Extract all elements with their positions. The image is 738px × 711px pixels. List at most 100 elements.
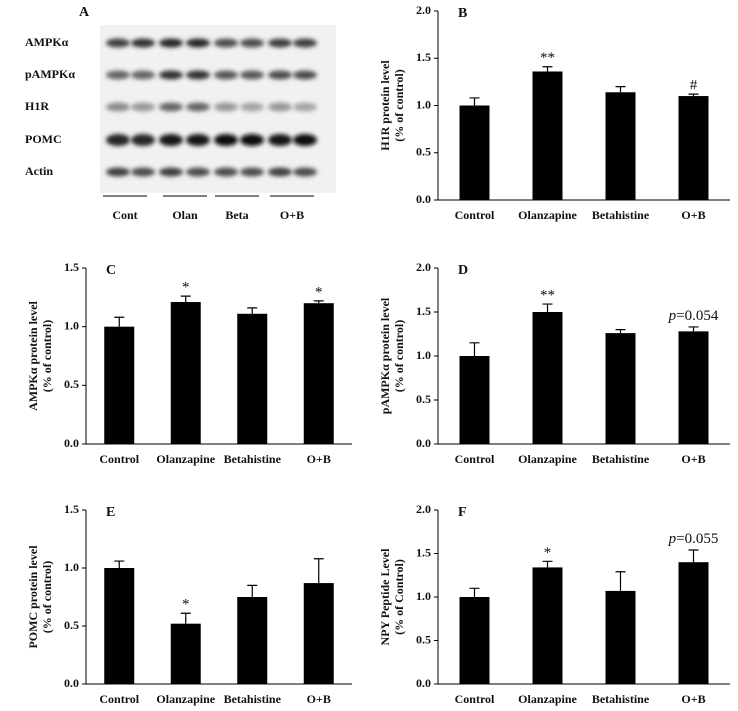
blot-band: [159, 102, 183, 112]
error-bar: [542, 66, 553, 72]
x-tick-label: Control: [455, 452, 495, 466]
blot-band: [159, 70, 183, 80]
bar: [605, 590, 636, 684]
error-bar: [313, 300, 324, 304]
bar: [678, 331, 709, 444]
x-tick-label: Betahistine: [224, 452, 282, 466]
y-axis-label: POMC protein level: [26, 545, 40, 649]
bar: [459, 356, 490, 444]
blot-band: [106, 38, 130, 48]
error-bar: [688, 549, 699, 563]
significance-label: #: [690, 78, 698, 94]
y-tick-label: 1.5: [416, 50, 431, 64]
blot-row-label: AMPKα: [25, 35, 69, 49]
bar: [532, 71, 563, 200]
blot-row-label: pAMPKα: [25, 67, 75, 81]
error-bar: [180, 612, 191, 624]
error-bar: [114, 560, 125, 568]
significance-label: *: [182, 280, 190, 296]
y-tick-label: 2.0: [416, 502, 431, 516]
blot-band: [131, 167, 155, 177]
y-axis-label: (% of control): [392, 320, 406, 392]
bar: [170, 623, 201, 684]
blot-band: [186, 134, 210, 146]
group-label: Cont: [112, 208, 137, 222]
blot-band: [293, 102, 317, 112]
y-tick-label: 1.0: [416, 589, 431, 603]
x-tick-label: Control: [455, 692, 495, 706]
x-tick-label: O+B: [681, 692, 705, 706]
bar: [170, 302, 201, 444]
bar: [237, 597, 268, 684]
y-tick-label: 0.5: [416, 392, 431, 406]
y-axis-label: AMPKα protein level: [26, 300, 40, 410]
x-tick-label: Betahistine: [592, 208, 650, 222]
blot-band: [131, 134, 155, 146]
p-value-label: p=0.054: [668, 308, 719, 324]
bar: [678, 562, 709, 684]
blot-row-label: POMC: [25, 132, 62, 146]
x-tick-label: Olanzapine: [518, 208, 577, 222]
y-tick-label: 1.5: [64, 260, 79, 274]
blot-band: [293, 167, 317, 177]
bar: [605, 333, 636, 444]
blot-band: [159, 134, 183, 146]
x-tick-label: O+B: [681, 208, 705, 222]
error-bar: [114, 316, 125, 327]
bar: [532, 312, 563, 444]
blot-band: [214, 70, 238, 80]
bar: [237, 313, 268, 444]
blot-band: [293, 134, 317, 146]
blot-band: [106, 134, 130, 146]
blot-band: [293, 38, 317, 48]
y-tick-label: 0.5: [416, 145, 431, 159]
blot-band: [186, 38, 210, 48]
significance-label: *: [315, 284, 323, 300]
blot-band: [268, 38, 292, 48]
group-label: Olan: [172, 208, 198, 222]
error-bar: [615, 86, 626, 93]
blot-band: [214, 134, 238, 146]
x-tick-label: O+B: [307, 452, 331, 466]
error-bar: [313, 558, 324, 584]
blot-band: [268, 70, 292, 80]
y-tick-label: 0.0: [64, 436, 79, 450]
blot-band: [214, 167, 238, 177]
blot-band: [293, 70, 317, 80]
y-tick-label: 2.0: [416, 260, 431, 274]
bar: [104, 568, 135, 684]
error-bar: [688, 326, 699, 332]
error-bar: [247, 584, 258, 597]
y-tick-label: 1.0: [416, 97, 431, 111]
y-tick-label: 1.0: [64, 560, 79, 574]
p-value: =0.054: [676, 308, 719, 324]
error-bar: [688, 93, 699, 97]
x-tick-label: Olanzapine: [156, 692, 215, 706]
error-bar: [469, 587, 480, 597]
blot-band: [268, 102, 292, 112]
x-tick-label: O+B: [681, 452, 705, 466]
error-bar: [615, 571, 626, 591]
y-tick-label: 0.5: [64, 377, 79, 391]
significance-label: **: [540, 50, 555, 66]
y-tick-label: 2.0: [416, 3, 431, 17]
blot-band: [240, 134, 264, 146]
blot-band: [106, 70, 130, 80]
x-tick-label: Control: [99, 452, 139, 466]
p-symbol: p: [668, 531, 677, 547]
panel-label: C: [106, 263, 116, 278]
blot-row-label: H1R: [25, 99, 49, 113]
blot-band: [159, 167, 183, 177]
blot-band: [240, 167, 264, 177]
y-axis-label: pAMPKα protein level: [378, 297, 392, 414]
blot-band: [240, 70, 264, 80]
panel-label: D: [458, 263, 468, 278]
significance-label: **: [540, 288, 555, 304]
group-label: Beta: [225, 208, 248, 222]
blot-band: [186, 167, 210, 177]
y-axis-label: (% of control): [40, 320, 54, 392]
bar: [303, 303, 334, 444]
blot-band: [214, 38, 238, 48]
x-tick-label: Betahistine: [592, 692, 650, 706]
y-tick-label: 0.5: [416, 632, 431, 646]
